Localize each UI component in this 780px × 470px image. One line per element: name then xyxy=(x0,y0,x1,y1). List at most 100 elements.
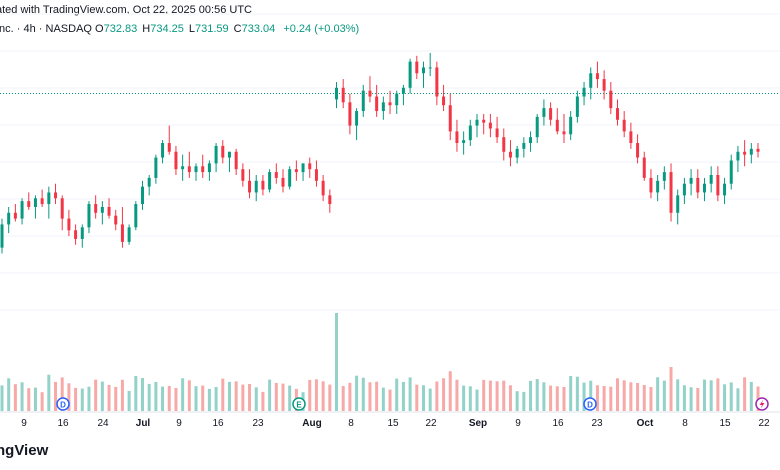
volume-bar xyxy=(355,375,359,411)
volume-bar xyxy=(147,383,151,411)
candle-body xyxy=(488,122,492,129)
volume-bar xyxy=(94,379,98,411)
volume-bar xyxy=(442,378,446,411)
volume-bar xyxy=(395,378,399,411)
volume-bar xyxy=(221,378,225,411)
volume-bar xyxy=(569,376,573,411)
volume-bar xyxy=(80,388,84,411)
time-axis-label: 9 xyxy=(21,418,27,429)
volume-bar xyxy=(622,380,626,411)
volume-bar xyxy=(248,384,252,411)
candle-body xyxy=(729,160,733,184)
candle-body xyxy=(475,119,479,126)
volume-bar xyxy=(636,383,640,411)
candle-body xyxy=(368,90,372,97)
volume-bar xyxy=(448,371,452,411)
candle-body xyxy=(428,67,432,69)
volume-bar xyxy=(7,378,11,411)
candle-body xyxy=(375,96,379,112)
ohlc-value: 734.25 xyxy=(150,23,184,35)
volume-bar xyxy=(134,376,138,411)
volume-bar xyxy=(261,391,265,411)
volume-bar xyxy=(629,382,633,411)
candle-body xyxy=(595,73,599,80)
volume-bar xyxy=(127,390,131,411)
candle-body xyxy=(702,183,706,193)
candle-body xyxy=(47,192,51,205)
candle-body xyxy=(214,145,218,164)
volume-bar xyxy=(495,381,499,411)
volume-bar xyxy=(535,379,539,411)
candle-body xyxy=(174,151,178,170)
candle-body xyxy=(749,148,753,155)
volume-bar xyxy=(74,387,78,411)
volume-bar xyxy=(13,384,17,411)
volume-bar xyxy=(415,384,419,411)
candle-body xyxy=(234,151,238,170)
volume-bar xyxy=(54,381,58,411)
candle-body xyxy=(40,198,44,205)
candle-body xyxy=(589,73,593,88)
dividend-marker: D xyxy=(583,397,597,411)
candle-body xyxy=(468,125,472,141)
ohlc-readout: O732.83 H734.25 L731.59 C733.04 xyxy=(95,23,280,35)
candle-body xyxy=(502,137,506,152)
published-line: ated with TradingView.com, Oct 22, 2025 … xyxy=(0,4,252,16)
time-axis-label: 22 xyxy=(425,418,437,429)
volume-bar xyxy=(421,385,425,411)
volume-bar xyxy=(549,385,553,411)
candle-body xyxy=(207,163,211,173)
earnings-marker-letter: E xyxy=(296,401,302,410)
volume-bar xyxy=(696,388,700,411)
volume-bar xyxy=(676,379,680,411)
volume-bar xyxy=(669,367,673,411)
volume-bar xyxy=(167,386,171,411)
candle-body xyxy=(321,180,325,196)
volume-bar xyxy=(20,382,24,411)
volume-bar xyxy=(475,389,479,411)
volume-bar xyxy=(729,382,733,411)
candle-body xyxy=(689,177,693,184)
candle-body xyxy=(60,198,64,219)
candle-body xyxy=(161,143,165,158)
volume-bar xyxy=(743,377,747,411)
earnings-marker-circle xyxy=(292,397,306,411)
candle-body xyxy=(308,163,312,170)
tradingview-logo-text: ngView xyxy=(0,442,49,459)
candle-body xyxy=(515,148,519,158)
candle-body xyxy=(181,166,185,170)
volume-bar xyxy=(368,382,372,411)
volume-bar xyxy=(602,386,606,411)
volume-bar xyxy=(181,378,185,411)
candle-body xyxy=(455,131,459,144)
time-axis-label: 16 xyxy=(57,418,69,429)
candle-body xyxy=(80,227,84,239)
candle-body xyxy=(408,61,412,88)
volume-bar xyxy=(582,382,586,411)
volume-bar xyxy=(555,386,559,411)
time-axis-label: 8 xyxy=(348,418,354,429)
volume-bar xyxy=(682,385,686,411)
volume-bar xyxy=(642,385,646,411)
candle-body xyxy=(107,206,111,216)
candle-body xyxy=(562,131,566,135)
volume-bar xyxy=(60,377,64,411)
volume-bar xyxy=(515,391,519,411)
time-axis-label: Sep xyxy=(469,418,487,429)
volume-bar xyxy=(435,381,439,411)
lightning-icon-bolt xyxy=(759,399,765,409)
dividend-marker-circle xyxy=(56,397,70,411)
candle-body xyxy=(281,177,285,187)
candle-body xyxy=(609,90,613,109)
volume-bars xyxy=(0,313,760,411)
time-axis-label: 15 xyxy=(387,418,399,429)
candle-body xyxy=(649,177,653,193)
volume-bar xyxy=(87,386,91,411)
candle-body xyxy=(114,215,118,225)
volume-bar xyxy=(388,389,392,411)
grid xyxy=(0,13,780,311)
volume-bar xyxy=(321,381,325,411)
candle-body xyxy=(442,96,446,106)
volume-bar xyxy=(736,388,740,411)
